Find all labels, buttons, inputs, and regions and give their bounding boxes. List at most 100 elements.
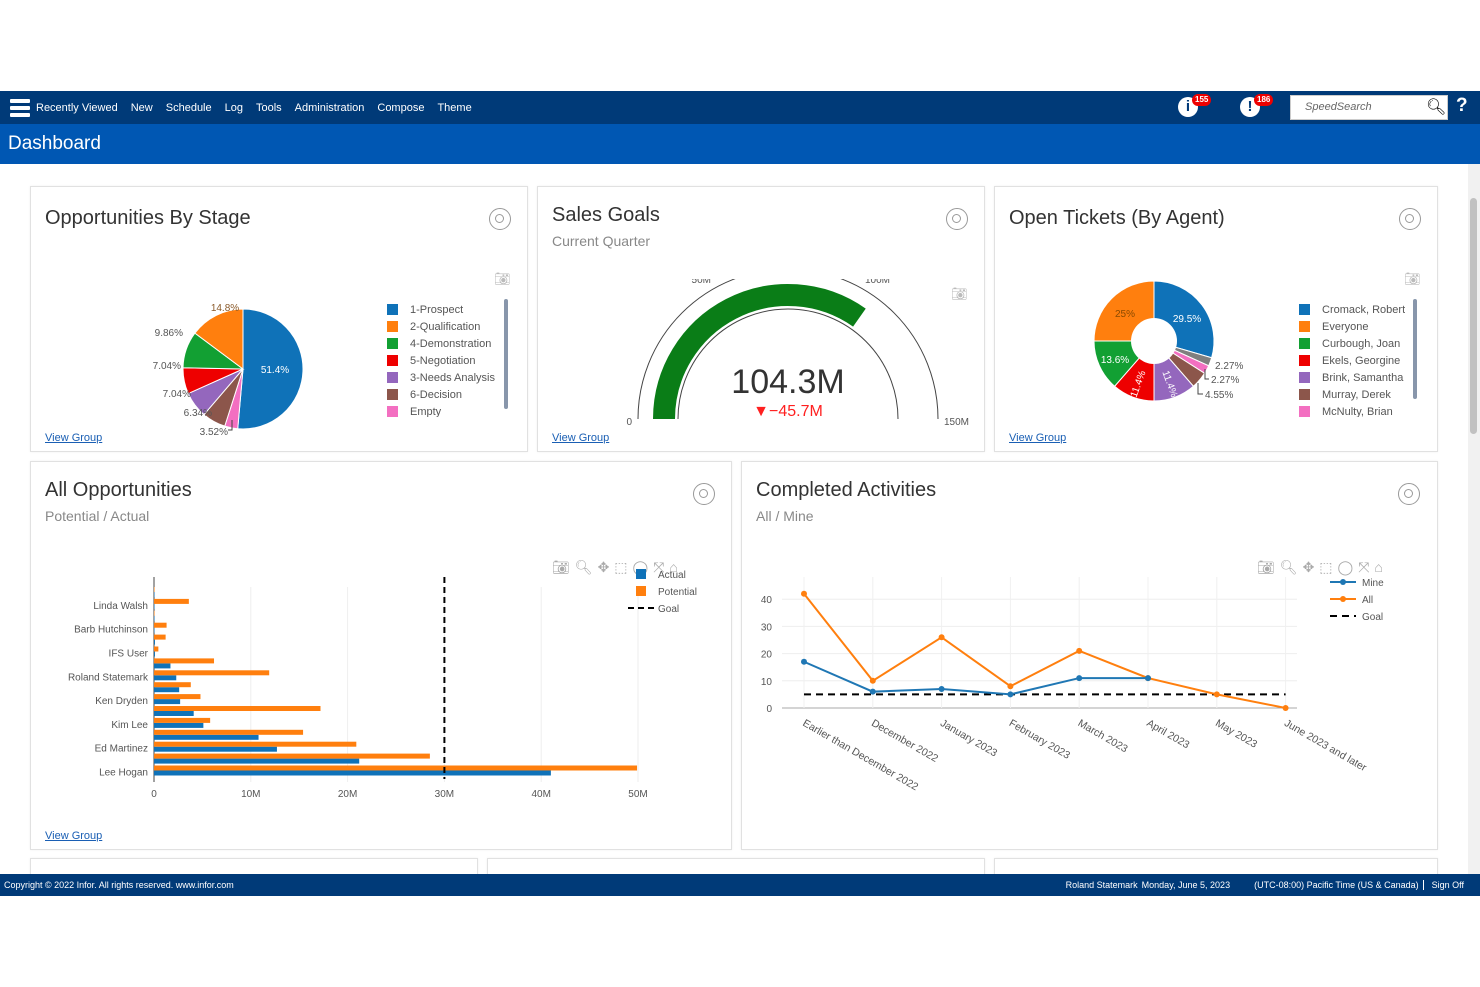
camera-icon[interactable]: 📷︎ — [1257, 559, 1280, 575]
opportunities-bar-chart: 0 10M 20M 30M 40M 50M Linda Walsh Barb Hutchins… — [68, 569, 697, 800]
bar — [154, 646, 159, 652]
pan-icon[interactable]: ✥ — [597, 559, 615, 575]
view-group-link[interactable]: View Group — [45, 432, 103, 444]
speed-search-input[interactable]: SpeedSearch — [1290, 95, 1448, 120]
hamburger-menu-icon[interactable] — [10, 98, 30, 117]
zoom-icon[interactable]: 🔍︎ — [1279, 559, 1303, 575]
slice-label: 9.86% — [155, 328, 183, 339]
slice-label: 51.4% — [261, 365, 289, 376]
legend-item[interactable]: Empty — [387, 403, 495, 417]
legend-item[interactable]: 6-Decision — [387, 386, 495, 403]
bar — [154, 682, 191, 688]
legend-swatch — [1299, 389, 1310, 400]
agent-legend: Cromack, Robert Everyone Curbough, Joan Eke… — [1299, 301, 1405, 417]
search-icon[interactable]: 🔍︎ — [1426, 99, 1447, 116]
legend-swatch — [387, 355, 398, 366]
data-point — [938, 685, 945, 692]
settings-icon[interactable] — [693, 483, 715, 505]
lasso-icon[interactable]: ◯ — [1337, 559, 1359, 575]
legend-swatch — [387, 321, 398, 332]
help-icon[interactable]: ? — [1456, 95, 1468, 116]
autoscale-icon[interactable]: ⤧ — [653, 559, 670, 575]
panel-title: All Opportunities — [45, 479, 192, 501]
legend-marker — [1340, 596, 1346, 602]
panel-subtitle: Current Quarter — [552, 233, 651, 249]
view-group-link[interactable]: View Group — [45, 830, 103, 842]
legend-item[interactable]: Brink, Samantha — [1299, 369, 1405, 386]
pan-icon[interactable]: ✥ — [1302, 559, 1320, 575]
home-icon[interactable]: ⌂ — [1374, 559, 1388, 575]
nav-administration[interactable]: Administration — [294, 101, 365, 114]
completed-activities-panel: Completed Activities All / Mine 📷︎🔍︎✥⬚◯⤧… — [741, 461, 1438, 850]
nav-log[interactable]: Log — [224, 101, 243, 114]
scrollbar-thumb[interactable] — [1470, 198, 1477, 434]
view-group-link[interactable]: View Group — [552, 432, 610, 444]
legend-item[interactable]: 5-Negotiation — [387, 352, 495, 369]
camera-icon[interactable]: 📷︎ — [494, 271, 511, 286]
legend-item[interactable]: 2-Qualification — [387, 318, 495, 335]
slice-label: 13.6% — [1101, 355, 1129, 366]
home-icon[interactable]: ⌂ — [669, 559, 683, 575]
legend-swatch — [1299, 372, 1310, 383]
camera-icon[interactable]: 📷︎ — [1404, 271, 1421, 286]
slice-label: 25% — [1115, 309, 1135, 320]
legend-label: Empty — [410, 405, 442, 418]
autoscale-icon[interactable]: ⤧ — [1358, 559, 1375, 575]
settings-icon[interactable] — [1398, 483, 1420, 505]
zoom-icon[interactable]: 🔍︎ — [574, 559, 598, 575]
legend-item[interactable]: 3-Needs Analysis — [387, 369, 495, 386]
nav-theme[interactable]: Theme — [437, 101, 472, 114]
legend-scrollbar[interactable] — [1413, 299, 1417, 399]
bar — [154, 610, 155, 616]
gauge-bar — [653, 284, 866, 420]
nav-recently-viewed[interactable]: Recently Viewed — [36, 101, 118, 114]
legend-label: 4-Demonstration — [410, 337, 492, 350]
legend-item[interactable]: Curbough, Joan — [1299, 335, 1405, 352]
bar — [154, 598, 189, 604]
legend-label: All — [1362, 595, 1373, 606]
bar — [154, 639, 155, 645]
panel-subtitle: Potential / Actual — [45, 508, 150, 524]
alert-icon[interactable]: ! 186 — [1240, 94, 1274, 117]
legend-item[interactable]: Everyone — [1299, 318, 1405, 335]
chart-modebar[interactable]: 📷︎🔍︎✥⬚◯⤧⌂ — [1257, 559, 1388, 576]
legend-scrollbar[interactable] — [504, 299, 508, 409]
x-tick-label: April 2023 — [1145, 717, 1192, 751]
nav-new[interactable]: New — [130, 101, 153, 114]
bar — [154, 694, 201, 700]
nav-tools[interactable]: Tools — [255, 101, 282, 114]
page-scrollbar[interactable] — [1468, 164, 1480, 874]
view-group-link[interactable]: View Group — [1009, 432, 1067, 444]
legend-item[interactable]: Cromack, Robert — [1299, 301, 1405, 318]
legend-item[interactable]: 1-Prospect — [387, 301, 495, 318]
settings-icon[interactable] — [946, 208, 968, 230]
gauge-tick-label: 50M — [692, 279, 711, 286]
bar — [154, 753, 430, 759]
gauge-outline — [637, 279, 939, 420]
legend-label: 5-Negotiation — [410, 354, 476, 367]
legend-item[interactable]: Ekels, Georgine — [1299, 352, 1405, 369]
nav-schedule[interactable]: Schedule — [165, 101, 212, 114]
gauge-tick-label: 150M — [944, 417, 969, 428]
slice-label: 7.04% — [153, 361, 181, 372]
legend-label: Actual — [658, 570, 686, 581]
box-select-icon[interactable]: ⬚ — [614, 559, 633, 575]
box-select-icon[interactable]: ⬚ — [1319, 559, 1338, 575]
settings-icon[interactable] — [489, 208, 511, 230]
legend-item[interactable]: McNulty, Brian — [1299, 403, 1405, 417]
camera-icon[interactable]: 📷︎ — [552, 559, 575, 575]
camera-icon[interactable]: 📷︎ — [951, 286, 968, 301]
bar — [154, 675, 177, 681]
chart-modebar[interactable]: 📷︎🔍︎✥⬚◯⤧⌂ — [552, 559, 683, 576]
legend-label: Ekels, Georgine — [1322, 354, 1401, 367]
y-tick-label: Kim Lee — [111, 720, 148, 731]
data-point — [1076, 675, 1083, 682]
info-icon[interactable]: i 155 — [1178, 94, 1212, 117]
legend-item[interactable]: 4-Demonstration — [387, 335, 495, 352]
data-point — [1282, 705, 1289, 711]
legend-item[interactable]: Murray, Derek — [1299, 386, 1405, 403]
nav-compose[interactable]: Compose — [377, 101, 425, 114]
sign-off-link[interactable]: Sign Off — [1431, 880, 1464, 890]
footer-date: Monday, June 5, 2023 — [1141, 880, 1231, 890]
settings-icon[interactable] — [1399, 208, 1421, 230]
